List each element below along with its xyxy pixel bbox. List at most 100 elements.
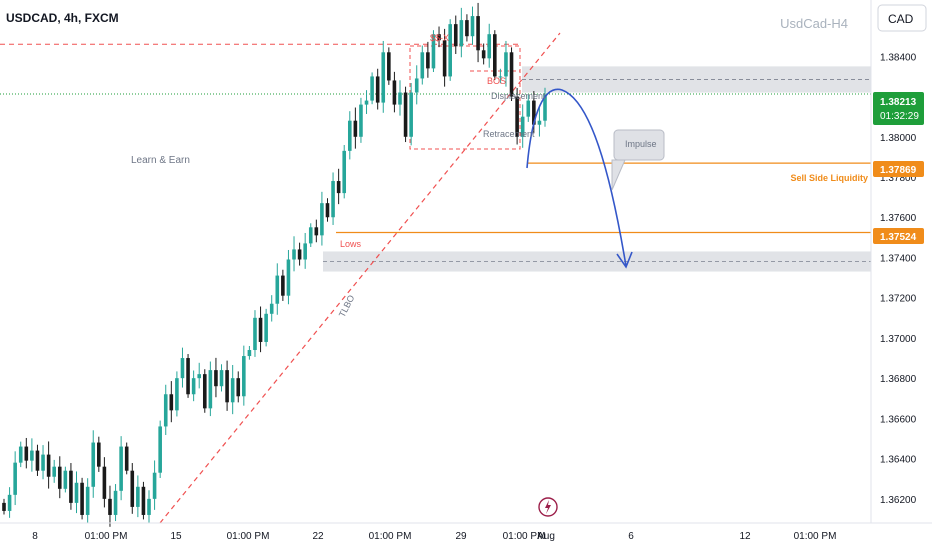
candle-body <box>286 259 291 296</box>
candle-body <box>336 181 341 194</box>
candle-body <box>409 92 413 137</box>
price-tick-label: 1.37200 <box>880 294 917 305</box>
current-price: 1.38213 <box>880 97 917 108</box>
candle-body <box>124 446 129 471</box>
candle-body <box>448 24 452 77</box>
candle-body <box>208 370 213 409</box>
candle-body <box>7 494 12 511</box>
impulse-callout: Impulse <box>611 129 665 191</box>
currency-label: CAD <box>888 12 914 26</box>
candle-body <box>91 442 96 487</box>
candle-body <box>113 490 118 515</box>
price-tick-label: 1.36200 <box>880 495 917 506</box>
price-axis-panel <box>871 0 932 550</box>
price-tick-label: 1.37600 <box>880 213 917 224</box>
candle-body <box>169 394 174 411</box>
price-tick-label: 1.37800 <box>880 173 917 184</box>
time-axis[interactable]: 8 01:00 PM 15 01:00 PM 22 01:00 PM 29 01:00 PMA… <box>32 531 836 542</box>
time-tick-label: 01:00 PM <box>794 531 837 542</box>
candle-body <box>41 454 45 471</box>
candle-body <box>253 317 257 351</box>
candle-body <box>2 502 6 511</box>
candle-body <box>275 275 280 304</box>
candle-body <box>258 317 263 342</box>
ssl-price: 1.37869 <box>880 165 917 176</box>
candle-body <box>130 470 135 507</box>
candle-body <box>186 358 190 395</box>
candle-body <box>74 482 79 503</box>
zones <box>323 66 871 272</box>
candle-body <box>515 96 519 137</box>
candle-body <box>398 92 402 105</box>
candle-body <box>13 462 17 495</box>
candle-body <box>387 52 391 81</box>
candle-body <box>375 76 380 103</box>
candle-body <box>108 498 112 515</box>
candle-body <box>46 454 51 477</box>
candle-body <box>476 16 480 51</box>
candle-body <box>498 76 503 78</box>
candle-body <box>85 486 90 515</box>
candle-body <box>197 374 202 379</box>
candle-body <box>347 120 352 151</box>
candle-body <box>152 472 157 499</box>
price-tick-label: 1.38000 <box>880 133 917 144</box>
candle-body <box>147 498 151 515</box>
price-tick-label: 1.36600 <box>880 414 917 425</box>
candle-body <box>459 20 464 47</box>
candle-body <box>30 450 34 461</box>
sell-side-liquidity-label: Sell Side Liquidity <box>790 173 868 183</box>
candle-body <box>242 356 246 397</box>
candle-body <box>403 92 408 137</box>
learn-earn-label: Learn & Earn <box>131 155 190 166</box>
candles <box>2 2 547 527</box>
candle-body <box>175 378 179 411</box>
candle-body <box>202 374 207 409</box>
candle-body <box>292 249 296 260</box>
candle-body <box>230 378 235 403</box>
time-tick-label: 12 <box>739 531 751 542</box>
time-tick-label: 8 <box>32 531 38 542</box>
candle-body <box>297 249 302 260</box>
candle-body <box>158 426 162 473</box>
candle-body <box>180 358 185 379</box>
lows-price-tag: 1.37524 <box>873 228 924 244</box>
candle-body <box>320 203 324 236</box>
retracement-label: Retracement <box>483 129 535 139</box>
candle-body <box>236 378 241 397</box>
event-marker[interactable] <box>538 497 558 517</box>
candle-body <box>191 378 196 395</box>
time-tick-label: 01:00 PM <box>227 531 270 542</box>
bar-countdown: 01:32:29 <box>880 111 919 122</box>
chart-watermark: UsdCad-H4 <box>780 16 848 31</box>
candle-body <box>526 100 531 117</box>
symbol-title: USDCAD, 4h, FXCM <box>6 11 119 25</box>
lightning-icon <box>545 500 551 514</box>
candle-body <box>69 470 73 503</box>
candle-body <box>325 203 330 218</box>
candle-body <box>481 50 486 59</box>
candle-body <box>119 446 123 491</box>
candle-body <box>414 78 419 93</box>
candle-body <box>537 120 542 125</box>
candle-body <box>52 466 56 477</box>
lows-label: Lows <box>340 239 362 249</box>
candle-body <box>426 52 430 69</box>
price-tick-label: 1.36800 <box>880 374 917 385</box>
price-tick-label: 1.38400 <box>880 52 917 63</box>
time-tick-label: 6 <box>628 531 634 542</box>
candle-body <box>364 100 369 105</box>
candle-body <box>353 120 358 137</box>
candle-body <box>465 20 469 37</box>
candle-body <box>370 76 374 101</box>
candle-body <box>314 227 319 236</box>
displacement-label: Displacement <box>491 91 546 101</box>
currency-button[interactable]: CAD <box>877 4 927 32</box>
candle-body <box>264 313 268 342</box>
forecast-arrowhead <box>616 251 633 269</box>
candle-body <box>493 34 497 77</box>
tlbo-trendline <box>159 32 561 524</box>
candle-body <box>381 52 386 103</box>
time-tick-label: Aug <box>537 531 555 542</box>
